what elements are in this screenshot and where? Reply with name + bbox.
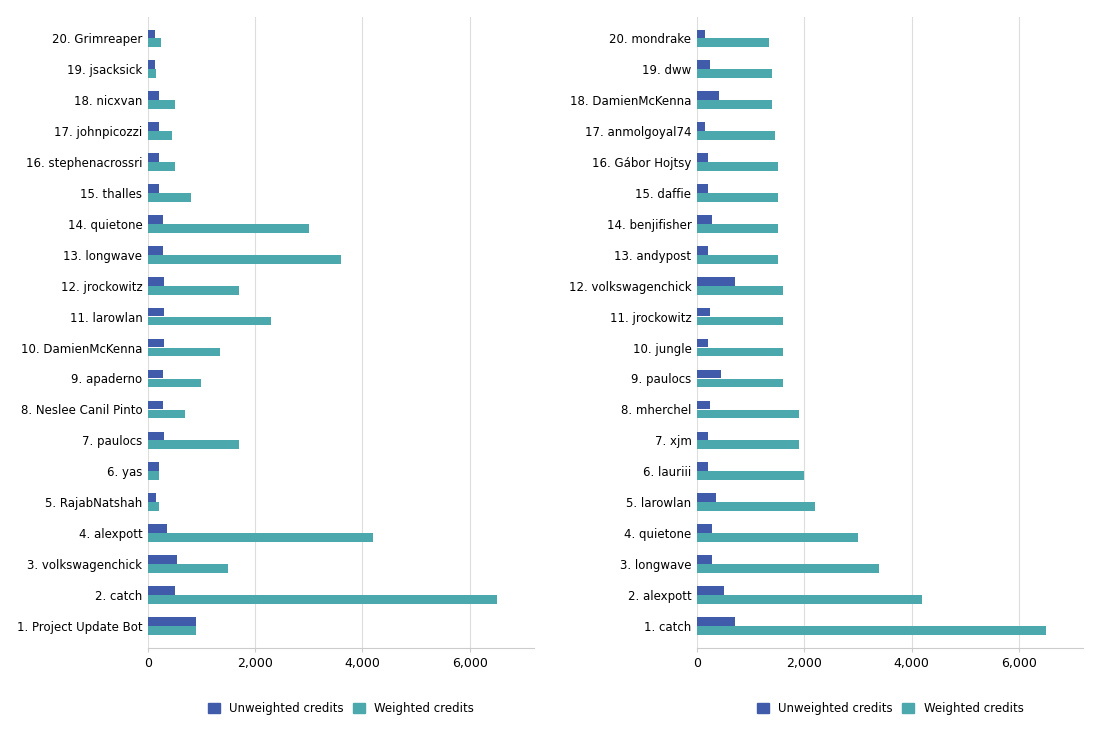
Bar <box>147 92 158 100</box>
Bar <box>697 39 770 47</box>
Bar <box>697 153 707 162</box>
Bar <box>697 534 858 542</box>
Bar <box>697 215 712 224</box>
Bar <box>697 122 705 131</box>
Bar <box>697 348 783 356</box>
Bar <box>147 29 155 38</box>
Bar <box>147 493 156 502</box>
Bar <box>697 255 778 264</box>
Bar <box>147 463 158 471</box>
Bar <box>147 153 158 162</box>
Bar <box>697 626 1046 635</box>
Bar <box>697 29 705 38</box>
Bar <box>697 493 716 502</box>
Bar <box>697 246 707 255</box>
Bar <box>697 400 711 409</box>
Bar <box>147 131 172 140</box>
Bar <box>697 193 778 202</box>
Bar <box>147 184 158 193</box>
Bar <box>697 432 707 440</box>
Bar <box>697 617 735 626</box>
Bar <box>147 286 239 294</box>
Bar <box>697 564 880 573</box>
Bar <box>697 586 724 595</box>
Bar <box>697 317 783 326</box>
Bar <box>147 626 196 635</box>
Bar <box>147 617 196 626</box>
Bar <box>147 277 164 285</box>
Bar <box>697 555 712 564</box>
Bar <box>147 39 162 47</box>
Legend: Unweighted credits, Weighted credits: Unweighted credits, Weighted credits <box>204 698 478 720</box>
Bar <box>147 378 201 387</box>
Bar <box>697 370 722 378</box>
Bar <box>697 308 711 316</box>
Bar <box>147 555 177 564</box>
Bar <box>697 70 772 78</box>
Bar <box>697 441 799 449</box>
Bar <box>147 193 190 202</box>
Bar <box>147 100 175 109</box>
Bar <box>147 70 156 78</box>
Bar <box>697 184 707 193</box>
Bar <box>147 471 158 480</box>
Bar <box>697 378 783 387</box>
Bar <box>697 286 783 294</box>
Bar <box>147 586 175 595</box>
Bar <box>147 255 341 264</box>
Legend: Unweighted credits, Weighted credits: Unweighted credits, Weighted credits <box>752 698 1028 720</box>
Bar <box>147 61 155 69</box>
Bar <box>697 339 707 348</box>
Bar <box>147 224 309 233</box>
Bar <box>147 400 163 409</box>
Bar <box>697 131 774 140</box>
Bar <box>147 246 163 255</box>
Bar <box>147 308 164 316</box>
Bar <box>697 61 711 69</box>
Bar <box>147 524 166 533</box>
Bar <box>697 502 815 511</box>
Bar <box>147 432 164 440</box>
Bar <box>147 215 163 224</box>
Bar <box>147 502 158 511</box>
Bar <box>697 163 778 171</box>
Bar <box>697 224 778 233</box>
Bar <box>697 471 804 480</box>
Bar <box>147 564 229 573</box>
Bar <box>697 277 735 285</box>
Bar <box>147 122 158 131</box>
Bar <box>147 370 163 378</box>
Bar <box>147 595 496 604</box>
Bar <box>697 100 772 109</box>
Bar <box>697 410 799 418</box>
Bar <box>147 534 373 542</box>
Bar <box>147 339 164 348</box>
Bar <box>147 441 239 449</box>
Bar <box>147 348 220 356</box>
Bar <box>147 317 272 326</box>
Bar <box>147 410 186 418</box>
Bar <box>697 595 923 604</box>
Bar <box>697 463 707 471</box>
Bar <box>697 92 718 100</box>
Bar <box>147 163 175 171</box>
Bar <box>697 524 712 533</box>
